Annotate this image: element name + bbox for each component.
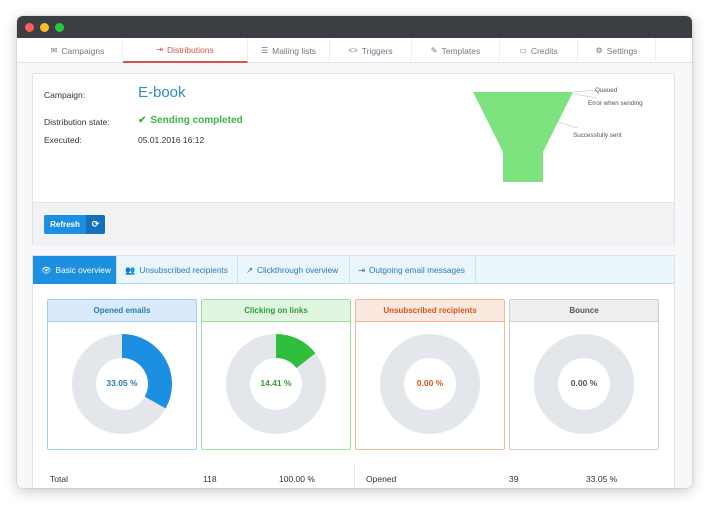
card-bounce: Bounce 0.00 % xyxy=(509,299,659,450)
campaign-label: Campaign: xyxy=(44,90,86,100)
external-link-icon: ↗ xyxy=(246,265,253,275)
donut-track xyxy=(534,334,634,434)
refresh-button-label: Refresh xyxy=(50,220,80,229)
percent-value: 0.00 % xyxy=(570,378,598,388)
stats-opened-percent: 33.05 % xyxy=(586,474,618,484)
eye-icon: 👁 xyxy=(41,264,52,275)
minimize-window-button[interactable] xyxy=(40,23,49,32)
edit-icon: ✎ xyxy=(430,46,438,55)
card-clicking-on-links: Clicking on links 14.41 % xyxy=(201,299,351,450)
gears-icon: ⚙ xyxy=(595,46,603,55)
donut-arc xyxy=(226,334,326,434)
close-window-button[interactable] xyxy=(25,23,34,32)
funnel-label-queued: Queued xyxy=(595,87,618,94)
card-title: Unsubscribed recipients xyxy=(356,300,504,322)
funnel-label-sent: Successfully sent xyxy=(573,132,622,139)
donut-chart xyxy=(226,334,326,434)
check-icon: ✔ xyxy=(138,115,147,126)
donut-arc xyxy=(72,334,172,434)
summary-panel-footer: Refresh ⟳ xyxy=(33,202,674,246)
card-opened-emails: Opened emails 33.05 % xyxy=(47,299,197,450)
funnel-leader-sent xyxy=(557,121,579,129)
refresh-button[interactable]: Refresh ⟳ xyxy=(44,215,105,234)
state-text: Sending completed xyxy=(150,115,243,126)
nav-tab-label: Distributions xyxy=(166,44,214,55)
donut-chart xyxy=(534,334,634,434)
statistics-panel: 👁 Basic overview 👥 Unsubscribed recipien… xyxy=(32,255,675,488)
code-icon: <> xyxy=(348,46,358,55)
nav-tab-label: Credits xyxy=(530,45,558,56)
nav-tab-label: Settings xyxy=(606,45,638,56)
credit-card-icon: ▭ xyxy=(519,46,527,55)
card-title: Bounce xyxy=(510,300,658,322)
nav-tab-settings[interactable]: ⚙ Settings xyxy=(578,38,656,63)
card-unsubscribed-recipients: Unsubscribed recipients 0.00 % xyxy=(355,299,505,450)
percent-value: 33.05 % xyxy=(106,378,138,388)
funnel-label-error: Error when sending xyxy=(588,100,643,107)
tab-basic-overview[interactable]: 👁 Basic overview xyxy=(33,256,117,284)
card-title: Opened emails xyxy=(48,300,196,322)
tab-label: Basic overview xyxy=(55,265,111,275)
nav-tab-campaigns[interactable]: ✉ Campaigns xyxy=(33,38,123,63)
campaign-name-link[interactable]: E-book xyxy=(138,84,186,101)
executed-label: Executed: xyxy=(44,135,82,145)
card-title: Clicking on links xyxy=(202,300,350,322)
envelope-icon: ✉ xyxy=(50,46,58,55)
tab-unsubscribed-recipients[interactable]: 👥 Unsubscribed recipients xyxy=(117,256,238,284)
funnel-leader-queued xyxy=(572,89,599,93)
tab-label: Clickthrough overview xyxy=(256,265,339,275)
stats-total-count: 118 xyxy=(203,474,217,484)
maximize-window-button[interactable] xyxy=(55,23,64,32)
donut-chart xyxy=(380,334,480,434)
nav-tab-triggers[interactable]: <> Triggers xyxy=(330,38,412,63)
tab-label: Outgoing email messages xyxy=(368,265,465,275)
refresh-icon: ⟳ xyxy=(86,215,105,234)
tab-outgoing-email-messages[interactable]: ⇥ Outgoing email messages xyxy=(350,256,476,284)
tab-clickthrough-overview[interactable]: ↗ Clickthrough overview xyxy=(238,256,350,284)
stats-total-percent: 100.00 % xyxy=(279,474,315,484)
nav-tab-label: Campaigns xyxy=(61,45,105,56)
donut-chart xyxy=(72,334,172,434)
stats-divider xyxy=(354,463,355,488)
main-navigation: ✉ Campaigns ⇥ Distributions ☰ Mailing li… xyxy=(17,38,692,63)
distribution-summary-panel: Campaign: E-book Distribution state: ✔ S… xyxy=(32,73,675,246)
sign-out-icon: ⇥ xyxy=(358,265,365,275)
users-icon: 👥 xyxy=(125,264,136,275)
sign-out-icon: ⇥ xyxy=(156,45,163,54)
nav-tab-label: Triggers xyxy=(361,45,393,56)
percent-value: 0.00 % xyxy=(416,378,444,388)
funnel-leader-error xyxy=(572,93,599,99)
nav-tab-credits[interactable]: ▭ Credits xyxy=(500,38,578,63)
stats-total-label: Total xyxy=(50,474,68,484)
nav-tab-distributions[interactable]: ⇥ Distributions xyxy=(123,38,248,63)
tab-label: Unsubscribed recipients xyxy=(139,265,228,275)
stats-opened-count: 39 xyxy=(509,474,519,484)
funnel-successfully-sent xyxy=(473,92,573,182)
distribution-state-label: Distribution state: xyxy=(44,117,110,127)
percent-value: 14.41 % xyxy=(260,378,292,388)
executed-value: 05.01.2016 16:12 xyxy=(138,135,205,145)
nav-tab-label: Templates xyxy=(441,45,481,56)
statistics-tabs: 👁 Basic overview 👥 Unsubscribed recipien… xyxy=(33,256,674,284)
donut-track xyxy=(380,334,480,434)
nav-tab-templates[interactable]: ✎ Templates xyxy=(412,38,500,63)
title-bar xyxy=(17,16,692,38)
nav-tab-mailing-lists[interactable]: ☰ Mailing lists xyxy=(248,38,330,63)
list-icon: ☰ xyxy=(260,46,269,55)
nav-tab-label: Mailing lists xyxy=(272,45,317,56)
app-window: ✉ Campaigns ⇥ Distributions ☰ Mailing li… xyxy=(17,16,692,488)
distribution-state-value: ✔ Sending completed xyxy=(138,115,243,126)
funnel-chart xyxy=(473,89,599,182)
stats-opened-label: Opened xyxy=(366,474,397,484)
